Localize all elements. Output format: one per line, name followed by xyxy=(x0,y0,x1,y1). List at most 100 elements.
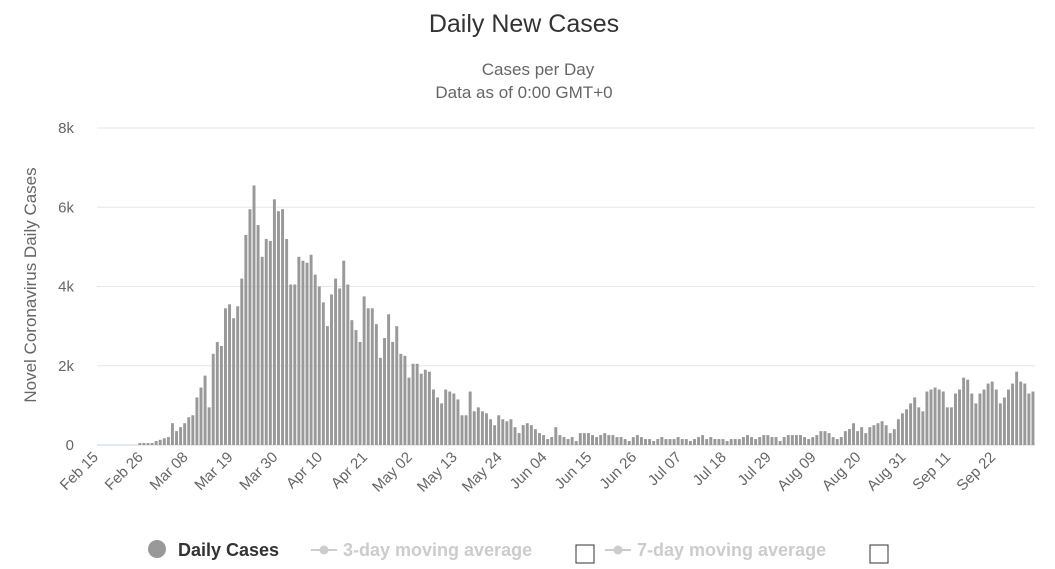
bar[interactable] xyxy=(489,419,493,445)
bar[interactable] xyxy=(224,308,227,445)
bar[interactable] xyxy=(277,211,280,445)
bar[interactable] xyxy=(272,199,276,445)
bar[interactable] xyxy=(631,437,635,445)
bar[interactable] xyxy=(599,435,603,445)
bar[interactable] xyxy=(383,338,386,445)
bar[interactable] xyxy=(962,377,966,445)
bar[interactable] xyxy=(591,435,594,445)
bar[interactable] xyxy=(456,399,460,445)
bar[interactable] xyxy=(358,341,362,445)
bar[interactable] xyxy=(652,441,656,445)
bar[interactable] xyxy=(872,425,876,445)
bar[interactable] xyxy=(693,439,696,445)
bar[interactable] xyxy=(550,437,554,445)
bar[interactable] xyxy=(464,415,468,445)
bar[interactable] xyxy=(741,437,745,445)
bar[interactable] xyxy=(929,389,933,445)
bar[interactable] xyxy=(949,407,953,445)
bar[interactable] xyxy=(325,326,329,446)
bar[interactable] xyxy=(778,441,782,445)
bar[interactable] xyxy=(1011,383,1015,445)
bar[interactable] xyxy=(664,439,668,445)
bar[interactable] xyxy=(378,357,382,445)
bar[interactable] xyxy=(199,387,203,445)
bar[interactable] xyxy=(619,437,623,445)
bar[interactable] xyxy=(346,284,350,445)
bar[interactable] xyxy=(998,403,1002,445)
bar[interactable] xyxy=(954,393,957,445)
bar[interactable] xyxy=(896,419,900,445)
bar[interactable] xyxy=(644,439,647,445)
bar[interactable] xyxy=(582,433,586,445)
bar[interactable] xyxy=(195,397,199,445)
bar[interactable] xyxy=(268,240,272,445)
bar[interactable] xyxy=(362,296,366,445)
bar[interactable] xyxy=(823,431,827,445)
bar[interactable] xyxy=(566,439,570,445)
bar[interactable] xyxy=(1015,371,1019,445)
bar[interactable] xyxy=(542,435,546,445)
bar[interactable] xyxy=(533,429,537,445)
bar[interactable] xyxy=(900,413,904,445)
bar[interactable] xyxy=(697,437,701,445)
bar[interactable] xyxy=(399,353,403,445)
bar[interactable] xyxy=(529,425,533,445)
bar[interactable] xyxy=(101,444,105,445)
bar[interactable] xyxy=(574,441,578,445)
bar[interactable] xyxy=(476,407,480,445)
bar[interactable] xyxy=(232,318,236,445)
bar[interactable] xyxy=(427,371,431,445)
bar[interactable] xyxy=(717,439,721,445)
bar[interactable] xyxy=(831,437,835,445)
bar[interactable] xyxy=(623,439,627,445)
bar[interactable] xyxy=(387,314,391,445)
bar[interactable] xyxy=(856,431,860,445)
bar[interactable] xyxy=(440,403,444,445)
bar[interactable] xyxy=(684,439,688,445)
bar[interactable] xyxy=(330,294,333,445)
bar[interactable] xyxy=(415,363,419,445)
bar[interactable] xyxy=(672,439,676,445)
bar[interactable] xyxy=(493,425,497,445)
bar[interactable] xyxy=(183,423,187,445)
bar[interactable] xyxy=(746,435,749,445)
bar[interactable] xyxy=(725,441,729,445)
bar[interactable] xyxy=(994,389,998,445)
bar[interactable] xyxy=(607,435,611,445)
bar[interactable] xyxy=(925,391,929,445)
bar[interactable] xyxy=(770,437,774,445)
bar[interactable] xyxy=(252,185,256,445)
bar[interactable] xyxy=(799,435,802,445)
bar[interactable] xyxy=(794,435,798,445)
bar[interactable] xyxy=(419,373,423,445)
bar[interactable] xyxy=(974,403,978,445)
bar[interactable] xyxy=(452,393,456,445)
bar[interactable] xyxy=(407,377,411,445)
bar[interactable] xyxy=(909,403,913,445)
bar[interactable] xyxy=(680,439,684,445)
bar[interactable] xyxy=(297,256,301,445)
bar[interactable] xyxy=(468,391,472,445)
bar[interactable] xyxy=(758,437,762,445)
bar[interactable] xyxy=(338,288,342,445)
bar[interactable] xyxy=(762,435,766,445)
bar[interactable] xyxy=(941,391,945,445)
bar[interactable] xyxy=(970,393,974,445)
bar[interactable] xyxy=(958,389,962,445)
bar[interactable] xyxy=(1031,391,1035,445)
bar[interactable] xyxy=(917,407,921,445)
bar[interactable] xyxy=(117,444,121,445)
bar[interactable] xyxy=(586,433,590,445)
bar[interactable] xyxy=(562,437,566,445)
bar[interactable] xyxy=(888,433,892,445)
legend-item-7-day-average[interactable]: 7-day moving average xyxy=(605,540,889,564)
bar[interactable] xyxy=(546,439,550,445)
bar[interactable] xyxy=(737,439,741,445)
bar[interactable] xyxy=(497,415,501,445)
bar[interactable] xyxy=(219,345,223,445)
bar[interactable] xyxy=(786,435,790,445)
bar[interactable] xyxy=(884,425,888,445)
legend-item-3-day-average[interactable]: 3-day moving average xyxy=(311,540,595,564)
bar[interactable] xyxy=(480,411,484,445)
bar[interactable] xyxy=(431,389,435,445)
